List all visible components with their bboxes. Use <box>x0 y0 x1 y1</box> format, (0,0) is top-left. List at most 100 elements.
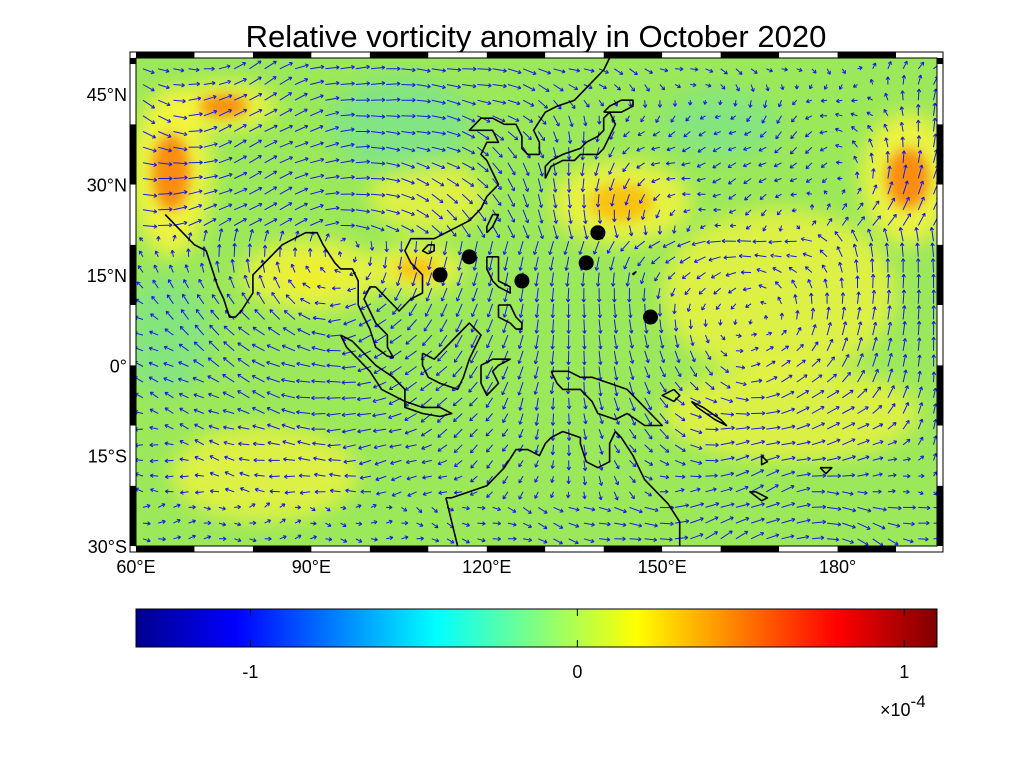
frame-segment <box>937 485 943 546</box>
frame-segment <box>837 546 897 552</box>
warm-anomaly-patch <box>662 208 897 378</box>
frame-segment <box>937 425 943 486</box>
colorbar-gradient <box>135 608 938 648</box>
frame-segment <box>130 305 136 366</box>
coastline <box>486 256 511 294</box>
colorbar-scale-exponent: -4 <box>911 692 926 711</box>
lon-tick-label: 60°E <box>116 557 155 577</box>
frame-segment <box>194 546 253 552</box>
frame-segment <box>311 546 370 552</box>
frame-segment <box>937 365 943 426</box>
coastline <box>497 304 523 330</box>
coastline <box>749 491 769 502</box>
colorbar-tick-label: 1 <box>899 662 909 682</box>
frame-segment <box>486 52 546 58</box>
frame-segment <box>130 485 136 546</box>
lon-tick-label: 90°E <box>292 557 331 577</box>
coastline <box>632 271 637 276</box>
lat-tick-label: 30°S <box>88 537 127 557</box>
frame-segment <box>896 546 937 552</box>
coastline <box>661 388 681 403</box>
frame-segment <box>937 124 943 185</box>
warm-anomaly-patch <box>369 160 487 233</box>
frame-segment <box>130 124 136 185</box>
lat-tick-label: 45°N <box>87 85 127 105</box>
colorbar-ticks: -1 0 1 <box>242 609 909 682</box>
latitude-tick-labels: 45°N 30°N 15°N 0° 15°S 30°S <box>87 85 127 557</box>
frame-segment <box>130 244 136 306</box>
coastline <box>421 322 482 391</box>
wind-vectors <box>136 60 937 546</box>
storm-point <box>432 267 448 283</box>
lon-tick-label: 180° <box>819 557 856 577</box>
coastline <box>544 111 617 179</box>
wind-arrows <box>136 60 937 546</box>
warm-anomaly-core <box>152 134 190 211</box>
coastline <box>819 466 833 475</box>
lon-tick-label: 120°E <box>462 557 511 577</box>
frame-inner-outline <box>135 57 938 547</box>
frame-segment <box>662 52 721 58</box>
frame-segment <box>779 52 838 58</box>
frame-segment <box>130 58 136 65</box>
frame-segment <box>662 546 721 552</box>
lat-tick-label: 30°N <box>87 176 127 196</box>
storm-point <box>578 255 594 271</box>
frame-segment <box>937 64 943 125</box>
figure-title: Relative vorticity anomaly in October 20… <box>246 19 827 54</box>
frame-segment <box>779 546 838 552</box>
coastline <box>690 400 728 427</box>
warm-anomaly-core <box>589 183 653 222</box>
coastline <box>603 99 634 113</box>
frame-segment <box>428 52 487 58</box>
coastline <box>404 400 453 418</box>
warm-anomaly-core <box>200 95 248 118</box>
map-frame <box>129 51 944 553</box>
coastline <box>421 244 435 255</box>
frame-segment <box>545 52 604 58</box>
frame-segment <box>603 52 663 58</box>
frame-segment <box>252 546 312 552</box>
storm-point <box>643 309 659 325</box>
storm-point <box>461 249 477 265</box>
frame-segment <box>130 365 136 426</box>
frame-segment <box>937 184 943 245</box>
colorbar-tick-label: 0 <box>572 662 582 682</box>
coastline <box>760 455 769 466</box>
colorbar: -1 0 1 ×10-4 <box>135 608 938 720</box>
frame-segment <box>545 546 604 552</box>
lon-tick-label: 150°E <box>638 557 687 577</box>
frame-segment <box>937 244 943 306</box>
storm-point <box>590 225 606 241</box>
frame-segment <box>130 425 136 486</box>
frame-segment <box>136 546 195 552</box>
warm-anomaly-patch <box>171 425 359 522</box>
frame-segment <box>937 58 943 65</box>
coastlines <box>164 58 833 546</box>
colorbar-scale-label: ×10-4 <box>880 692 926 720</box>
frame-segment <box>194 52 253 58</box>
frame-segment <box>720 546 780 552</box>
frame-segment <box>837 52 897 58</box>
frame-segment <box>130 184 136 245</box>
warm-anomaly-patch <box>662 365 920 462</box>
lat-tick-label: 15°N <box>87 266 127 286</box>
frame-segment <box>130 64 136 125</box>
frame-outline <box>129 51 944 553</box>
frame-segment <box>136 52 195 58</box>
frame-segment <box>486 546 546 552</box>
coastline <box>550 370 663 427</box>
coastline <box>486 213 500 234</box>
colorbar-scale-prefix: ×10 <box>880 700 911 720</box>
lat-tick-label: 15°S <box>88 447 127 467</box>
cool-anomaly-patch <box>328 76 470 173</box>
frame-segment <box>603 546 663 552</box>
coastline <box>445 430 681 546</box>
warm-anomaly-core <box>279 258 343 292</box>
frame-segment <box>311 52 370 58</box>
lat-tick-label: 0° <box>110 356 127 376</box>
frame-segment <box>369 52 429 58</box>
frame-segment <box>720 52 780 58</box>
frame-segment <box>428 546 487 552</box>
